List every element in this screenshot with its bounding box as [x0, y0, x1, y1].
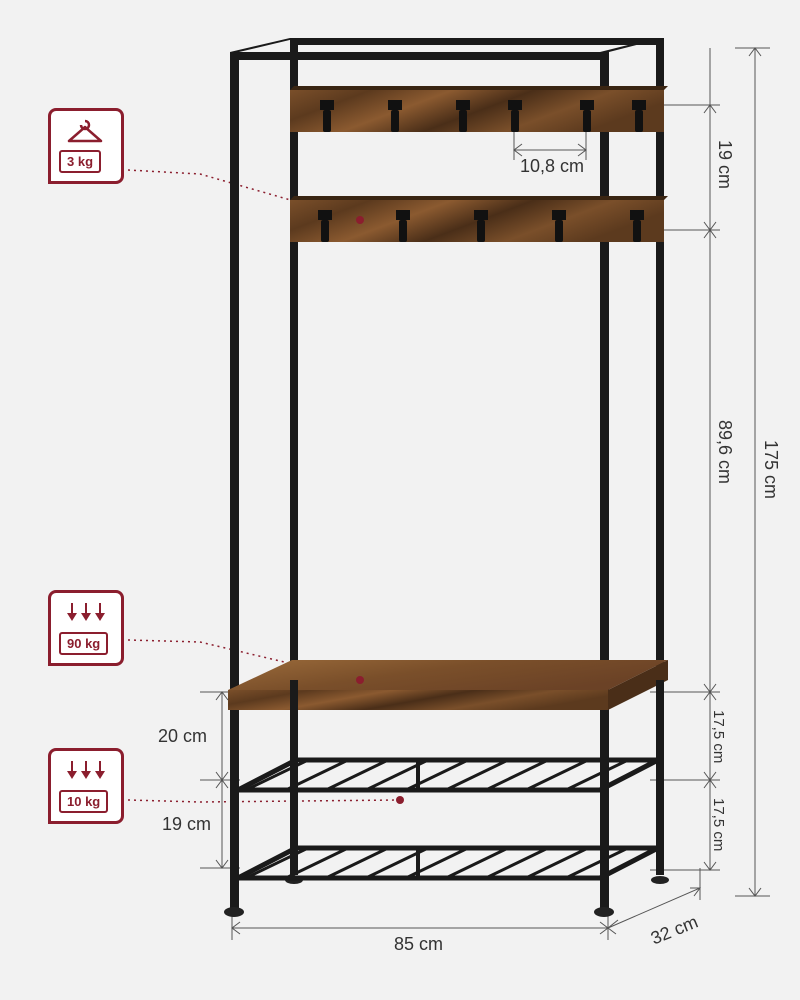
badge-bench-capacity: 90 kg [48, 590, 124, 666]
dim-upper-shelf: 17,5 cm [710, 710, 727, 763]
dot-hook [356, 216, 364, 224]
hanger-icon [65, 117, 105, 149]
dot-bench [356, 676, 364, 684]
badge-shelf-capacity: 10 kg [48, 748, 124, 824]
badge-shelf-label: 10 kg [59, 790, 108, 813]
badge-hook-capacity: 3 kg [48, 108, 124, 184]
badge-bench-label: 90 kg [59, 632, 108, 655]
dim-width: 85 cm [394, 934, 443, 955]
dim-shelf-gap: 19 cm [162, 814, 211, 835]
badge-hook-label: 3 kg [59, 150, 101, 173]
arrows-down-icon [63, 759, 113, 783]
dim-total-height: 175 cm [760, 440, 781, 499]
arrows-down-icon [63, 601, 113, 625]
dot-shelf [396, 796, 404, 804]
dim-top-gap: 19 cm [714, 140, 735, 189]
dim-mid-height: 89,6 cm [714, 420, 735, 484]
dim-bench-to-shelf: 20 cm [158, 726, 207, 747]
dim-lower-shelf: 17,5 cm [710, 798, 727, 851]
dim-hook-spacing: 10,8 cm [520, 156, 584, 177]
